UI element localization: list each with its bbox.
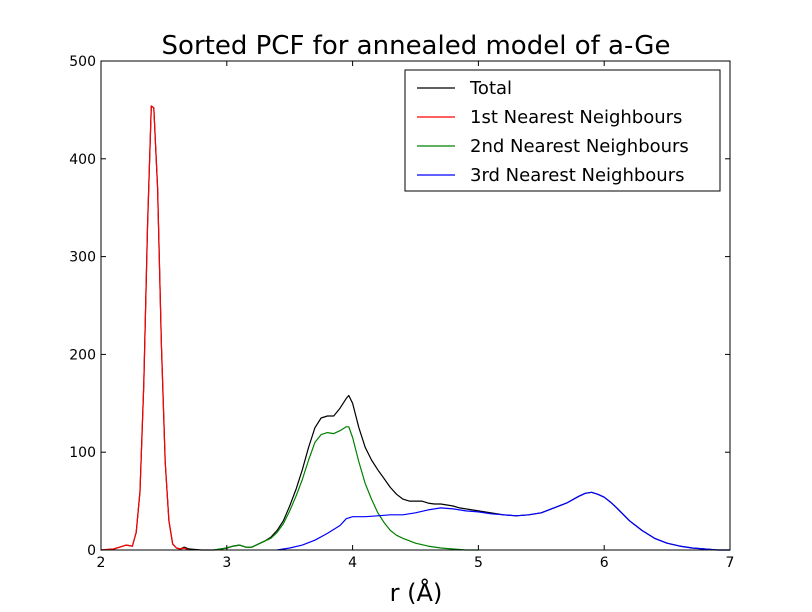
legend-label-2nd-nearest-neighbours: 2nd Nearest Neighbours [470,136,689,157]
axis-ticks: 2 3 4 5 6 7 0 100 200 300 400 500 [69,54,734,571]
y-tick-label: 0 [87,543,96,559]
x-tick-label: 6 [600,555,609,571]
y-tick-label: 500 [69,54,96,70]
series-line-1st-nearest-neighbours [100,105,190,551]
y-tick-label: 300 [69,250,96,266]
x-tick-label: 2 [97,555,106,571]
y-tick-label: 100 [69,445,96,461]
plot-area [100,105,730,551]
x-tick-label: 4 [348,555,357,571]
legend-label-total: Total [469,78,512,99]
x-axis-label: r (Å) [390,578,443,607]
legend-label-1st-nearest-neighbours: 1st Nearest Neighbours [470,107,682,128]
series-line-2nd-nearest-neighbours [214,426,479,551]
series-line-3rd-nearest-neighbours [277,491,730,551]
y-tick-label: 200 [69,347,96,363]
plot-frame [100,60,731,551]
chart-title: Sorted PCF for annealed model of a-Ge [162,31,671,61]
y-tick-label: 400 [69,152,96,168]
legend-label-3rd-nearest-neighbours: 3rd Nearest Neighbours [470,165,685,186]
legend: Total 1st Nearest Neighbours 2nd Nearest N… [404,69,721,192]
x-tick-label: 7 [726,555,735,571]
legend-box [404,69,721,192]
x-tick-label: 5 [474,555,483,571]
x-tick-label: 3 [222,555,231,571]
